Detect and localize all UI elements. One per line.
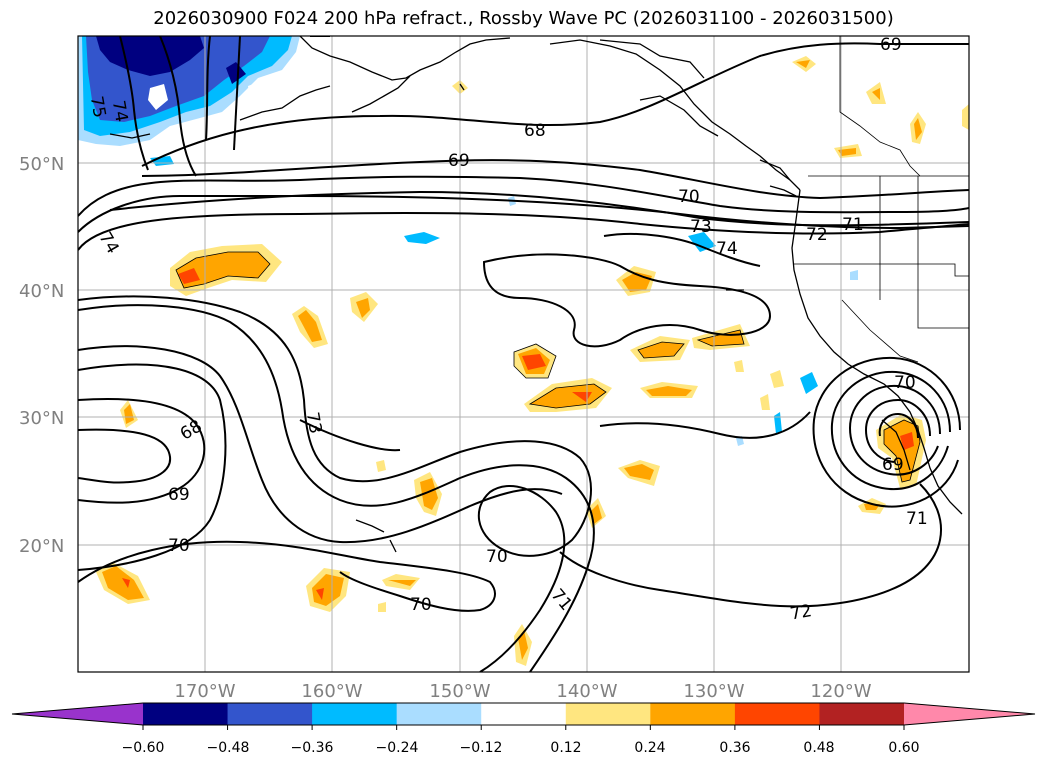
contour-label: 70 (678, 187, 700, 207)
contour-label: 71 (842, 215, 864, 235)
contour-label: 68 (524, 121, 546, 141)
colorbar: −0.60 −0.48 −0.36 −0.24 −0.12 0.12 0.24 … (11, 702, 1036, 756)
contour-label: 69 (168, 485, 190, 505)
lat-label-30n: 30°N (19, 408, 64, 429)
contour-label: 69 (880, 35, 902, 55)
colorbar-swatch (396, 703, 482, 725)
contour-label: 69 (882, 455, 904, 475)
contour-label: 71 (906, 509, 928, 529)
lon-label-130w: 130°W (683, 681, 744, 702)
contour-label: 74 (716, 239, 738, 259)
lon-label-140w: 140°W (556, 681, 617, 702)
latitude-labels: 50°N 40°N 30°N 20°N (19, 154, 64, 557)
contour-label: 73 (302, 411, 325, 436)
colorbar-tick-label: 0.24 (634, 740, 665, 756)
contour-label: 72 (789, 601, 814, 624)
colorbar-tick-labels: −0.60 −0.48 −0.36 −0.24 −0.12 0.12 0.24 … (122, 740, 920, 756)
height-contours (78, 36, 969, 672)
colorbar-swatch (481, 703, 567, 725)
colorbar-swatch (12, 703, 143, 725)
colorbar-tick-label: −0.24 (376, 740, 419, 756)
colorbar-swatches (12, 703, 1035, 725)
longitude-labels: 170°W 160°W 150°W 140°W 130°W 120°W (174, 681, 871, 702)
colorbar-swatch (565, 703, 651, 725)
lat-label-50n: 50°N (19, 154, 64, 175)
positive-shading (96, 56, 969, 666)
colorbar-tick-label: 0.36 (719, 740, 750, 756)
colorbar-tick-label: −0.48 (207, 740, 250, 756)
colorbar-ticks (142, 725, 905, 730)
colorbar-swatch (734, 703, 820, 725)
lon-label-150w: 150°W (429, 681, 490, 702)
map-frame (77, 35, 970, 673)
contour-labels: 75 74 68 69 70 73 74 72 71 74 73 68 69 7… (86, 35, 928, 625)
lat-label-20n: 20°N (19, 536, 64, 557)
colorbar-tick-label: −0.12 (460, 740, 503, 756)
lat-label-40n: 40°N (19, 281, 64, 302)
colorbar-swatch (650, 703, 736, 725)
colorbar-tick-label: 0.60 (888, 740, 919, 756)
colorbar-tick-label: 0.48 (803, 740, 834, 756)
colorbar-swatch (819, 703, 905, 725)
contour-label: 69 (448, 151, 470, 171)
shading-outlines (175, 251, 921, 483)
lon-label-170w: 170°W (174, 681, 235, 702)
map-title: 2026030900 F024 200 hPa refract., Rossby… (153, 8, 894, 29)
lon-label-160w: 160°W (301, 681, 362, 702)
colorbar-swatch (143, 703, 229, 725)
coastlines (109, 36, 963, 553)
contour-label: 70 (894, 373, 916, 393)
contour-label: 73 (690, 217, 712, 237)
colorbar-tick-label: 0.12 (550, 740, 581, 756)
colorbar-swatch (904, 703, 1035, 725)
map-panel: 75 74 68 69 70 73 74 72 71 74 73 68 69 7… (77, 35, 970, 673)
contour-label: 70 (486, 547, 508, 567)
contour-label: 70 (410, 595, 432, 615)
colorbar-swatch (312, 703, 398, 725)
contour-label: 74 (108, 99, 131, 124)
contour-label: 72 (806, 225, 828, 245)
colorbar-swatch (227, 703, 313, 725)
colorbar-tick-label: −0.36 (291, 740, 334, 756)
graticule (78, 36, 969, 672)
lon-label-120w: 120°W (810, 681, 871, 702)
contour-label: 70 (168, 536, 190, 556)
colorbar-tick-label: −0.60 (122, 740, 165, 756)
contour-label: 75 (86, 95, 109, 120)
